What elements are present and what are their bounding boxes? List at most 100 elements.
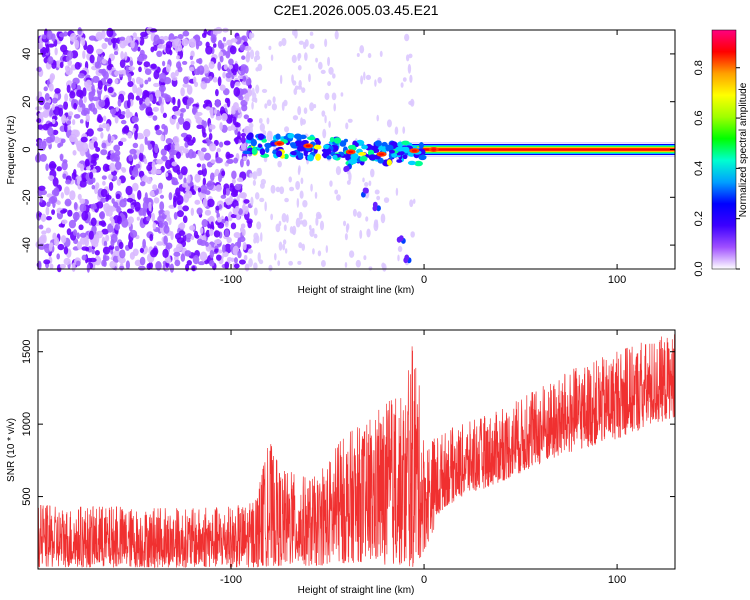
- spectrogram-noise-blob: [89, 257, 97, 263]
- spectrogram-noise-blob: [299, 190, 304, 199]
- spectrogram-noise-blob: [224, 220, 229, 228]
- spectrogram-noise-blob: [212, 43, 217, 48]
- spectrogram-noise-blob: [54, 88, 61, 94]
- spectrogram-noise-blob: [76, 175, 81, 186]
- spectrogram-noise-blob: [164, 210, 170, 216]
- spectrogram-noise-blob: [233, 157, 239, 164]
- spectrogram-noise-blob: [137, 46, 141, 52]
- spectrogram-signal-blob: [329, 137, 335, 143]
- spectrogram-noise-blob: [268, 264, 273, 272]
- spectrogram-noise-blob: [110, 152, 117, 162]
- spectrogram-noise-blob: [51, 118, 56, 125]
- spectrogram-noise-blob: [89, 54, 95, 64]
- spectrogram-noise-blob: [234, 81, 241, 87]
- spectrogram-signal-blob: [252, 146, 257, 153]
- spectrogram-noise-blob: [59, 44, 68, 53]
- spectrogram-noise-blob: [140, 181, 146, 187]
- spectrogram-noise-blob: [81, 254, 87, 261]
- y-tick-label: 40: [21, 48, 33, 60]
- spectrogram-noise-blob: [97, 80, 103, 90]
- spectrogram-noise-blob: [92, 241, 99, 248]
- spectrogram-noise-blob: [251, 101, 254, 110]
- spectrogram-noise-blob: [45, 227, 52, 234]
- spectrogram-noise-blob: [402, 77, 407, 82]
- spectrogram-noise-blob: [79, 119, 84, 124]
- spectrogram-noise-blob: [49, 110, 53, 117]
- spectrogram-noise-blob: [125, 260, 131, 270]
- spectrogram-noise-blob: [53, 187, 60, 197]
- spectrogram-noise-blob: [116, 215, 122, 225]
- spectrogram-noise-blob: [222, 71, 227, 79]
- spectrogram-signal-blob: [350, 153, 359, 160]
- spectrogram-noise-blob: [160, 104, 164, 114]
- spectrogram-noise-blob: [105, 234, 110, 242]
- spectrogram-noise-blob: [248, 258, 253, 268]
- spectrogram-noise-blob: [190, 207, 195, 217]
- spectrogram-noise-blob: [72, 119, 76, 126]
- spectrogram-noise-blob: [142, 208, 147, 217]
- spectrogram-signal-blob: [358, 151, 367, 156]
- spectrogram-noise-blob: [297, 85, 303, 90]
- spectrogram-signal-blob: [361, 144, 368, 150]
- spectrogram-signal-blob: [326, 148, 332, 155]
- spectrogram-noise-blob: [283, 224, 287, 232]
- y-tick-label: 0: [21, 146, 33, 152]
- spectrogram-signal-blob: [283, 153, 289, 160]
- spectrogram-noise-blob: [213, 239, 222, 245]
- spectrogram-noise-blob: [243, 125, 251, 135]
- spectrogram-noise-blob: [297, 65, 302, 71]
- spectrogram-signal-blob: [381, 146, 387, 153]
- spectrogram-noise-blob: [172, 115, 177, 120]
- spectrogram-noise-blob: [309, 31, 314, 36]
- spectrogram-noise-blob: [67, 209, 73, 217]
- spectrogram-noise-blob: [132, 182, 139, 192]
- snr-x-ticks: -100 0 100: [220, 330, 626, 586]
- spectrogram-noise-blob: [195, 42, 200, 50]
- spectrogram-signal-blob: [366, 145, 376, 150]
- spectrogram-noise-blob: [88, 171, 94, 179]
- spectrogram-noise-blob: [176, 200, 182, 206]
- spectrogram-noise-blob: [180, 87, 185, 97]
- spectrogram-noise-blob: [175, 187, 181, 197]
- spectrogram-noise-blob: [224, 243, 232, 254]
- spectrogram-noise-blob: [168, 192, 173, 201]
- spectrogram-noise-blob: [304, 39, 309, 47]
- spectrogram-noise-blob: [244, 92, 250, 103]
- spectrogram-noise-blob: [253, 207, 258, 216]
- spectrogram-noise-blob: [209, 172, 215, 181]
- spectrogram-noise-blob: [395, 187, 399, 196]
- spectrogram-noise-blob: [386, 119, 392, 128]
- spectrogram-noise-blob: [180, 253, 186, 262]
- spectrogram-noise-blob: [164, 144, 171, 151]
- spectrogram-noise-blob: [282, 239, 287, 245]
- spectrogram-noise-blob: [210, 159, 216, 164]
- spectrogram-noise-blob: [356, 211, 362, 219]
- spectrogram-noise-blob: [38, 224, 44, 230]
- spectrogram-noise-blob: [253, 262, 258, 270]
- spectrogram-signal-blob: [315, 139, 321, 146]
- spectrogram-noise-blob: [240, 88, 248, 95]
- spectrogram-noise-blob: [80, 109, 89, 116]
- spectrogram-noise-blob: [102, 180, 106, 186]
- spectrogram-noise-blob: [43, 86, 48, 92]
- spectrogram-noise-blob: [363, 71, 366, 81]
- spectrogram-noise-blob: [172, 96, 176, 106]
- spectrogram-noise-blob: [238, 208, 243, 216]
- spectrogram-signal-blob: [315, 153, 322, 161]
- spectrogram-noise-blob: [121, 110, 126, 115]
- spectrogram-signal-blob: [290, 150, 297, 156]
- spectrogram-noise-blob: [309, 43, 315, 50]
- spectrogram-noise-blob: [57, 142, 62, 148]
- spectrogram-noise-blob: [72, 229, 78, 236]
- spectrogram-noise-blob: [365, 74, 372, 80]
- spectrogram-noise-blob: [217, 76, 222, 87]
- spectrogram-signal-blob: [246, 134, 253, 141]
- spectrogram-noise-blob: [180, 166, 188, 176]
- spectrogram-noise-blob: [376, 114, 379, 122]
- spectrogram-noise-blob: [61, 161, 68, 171]
- spectrogram-noise-blob: [39, 234, 46, 245]
- spectrogram-noise-blob: [74, 137, 79, 145]
- spectrogram-noise-blob: [359, 229, 363, 239]
- spectrogram-noise-blob: [271, 103, 277, 111]
- spectrogram-noise-blob: [243, 114, 250, 120]
